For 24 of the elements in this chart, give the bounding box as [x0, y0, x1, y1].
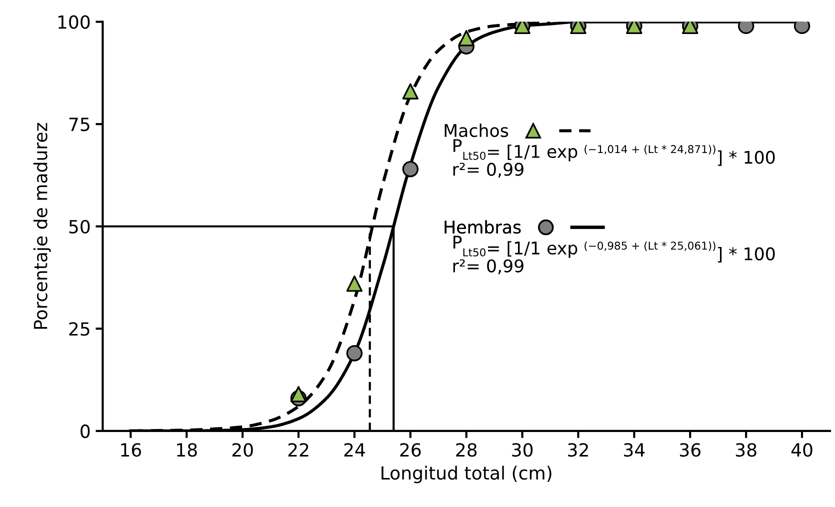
- x-tick-label: 40: [791, 443, 812, 457]
- x-tick-label: 16: [121, 443, 142, 457]
- y-tick-label: 100: [58, 15, 90, 29]
- annotation: r²= 0,99: [453, 259, 524, 274]
- y-axis-title: Porcentaje de madurez: [33, 123, 51, 329]
- y-tick-label: 25: [69, 322, 90, 336]
- x-tick-label: 38: [736, 443, 756, 457]
- y-tick-label: 75: [69, 118, 90, 132]
- annotation: r²= 0,99: [453, 162, 524, 178]
- x-tick-label: 36: [680, 443, 700, 457]
- x-tick-label: 24: [344, 443, 365, 456]
- x-tick-label: 26: [400, 443, 421, 457]
- y-tick-label: 50: [69, 220, 90, 234]
- x-tick-label: 20: [232, 443, 253, 457]
- legend-label: Hembras: [444, 220, 521, 234]
- x-tick-label: 18: [177, 443, 197, 457]
- x-tick-label: 28: [456, 443, 477, 457]
- x-axis-title: Longitud total (cm): [382, 466, 552, 484]
- legend-label: Machos: [444, 124, 508, 138]
- x-tick-label: 32: [568, 443, 588, 457]
- x-tick-label: 30: [512, 443, 533, 457]
- x-tick-label: 34: [624, 443, 645, 457]
- y-tick-label: 0: [80, 424, 90, 438]
- x-tick-label: 22: [288, 443, 308, 456]
